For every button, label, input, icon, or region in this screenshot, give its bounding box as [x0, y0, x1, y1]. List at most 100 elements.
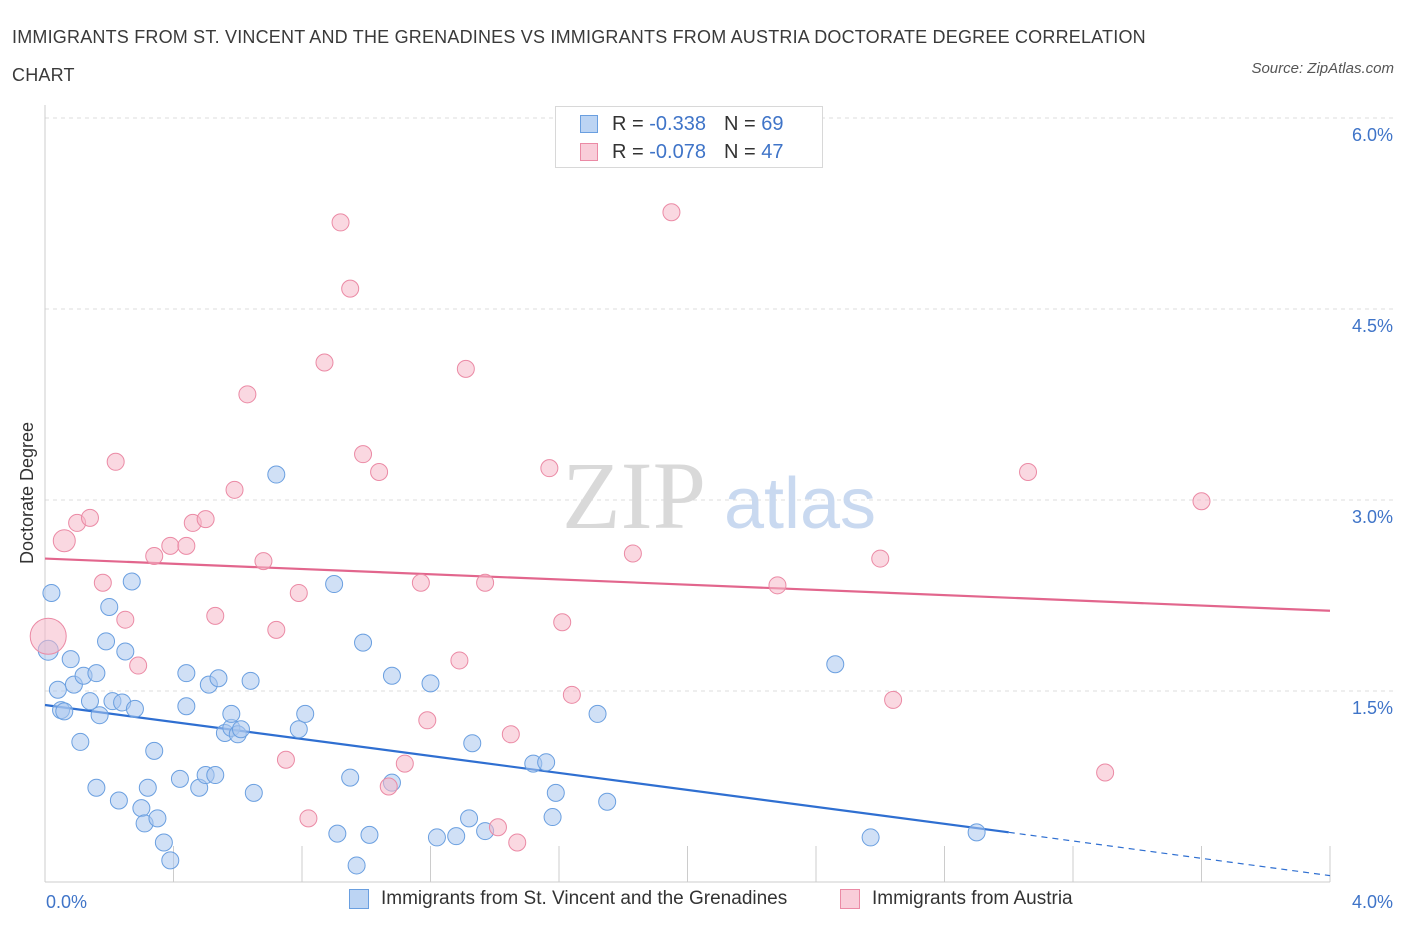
point-austria: [562, 685, 581, 704]
data-points: [29, 203, 1211, 875]
point-austria: [354, 445, 373, 464]
y-axis-label: Doctorate Degree: [17, 422, 37, 564]
point-st-vincent: [122, 572, 141, 591]
y-tick-label: 3.0%: [1352, 507, 1393, 527]
point-st-vincent: [289, 720, 308, 739]
point-st-vincent: [132, 799, 151, 818]
legend-r-label: R =: [612, 112, 644, 135]
point-austria: [80, 508, 99, 527]
legend-label: Immigrants from St. Vincent and the Gren…: [381, 888, 788, 909]
point-austria: [871, 549, 890, 568]
point-st-vincent: [48, 680, 67, 699]
point-st-vincent: [421, 674, 440, 693]
point-st-vincent: [90, 706, 109, 725]
legend-label: Immigrants from Austria: [872, 888, 1073, 909]
y-tick-label: 1.5%: [1352, 698, 1393, 718]
point-st-vincent: [427, 828, 446, 847]
point-austria: [450, 651, 469, 670]
point-st-vincent: [244, 783, 263, 802]
point-st-vincent: [71, 732, 90, 751]
point-austria: [662, 203, 681, 222]
point-st-vincent: [354, 633, 373, 652]
point-st-vincent: [116, 642, 135, 661]
point-austria: [177, 536, 196, 555]
point-austria: [299, 809, 318, 828]
point-st-vincent: [543, 808, 562, 827]
point-st-vincent: [826, 655, 845, 674]
legend-n-value: 69: [761, 112, 784, 135]
legend-row-blue: R = -0.338 N = 69: [580, 112, 783, 136]
source-label: Source: ZipAtlas.com: [1251, 60, 1394, 77]
point-austria: [395, 754, 414, 773]
point-austria: [289, 583, 308, 602]
point-austria: [623, 544, 642, 563]
point-st-vincent: [209, 669, 228, 688]
point-st-vincent: [97, 632, 116, 651]
point-austria: [476, 573, 495, 592]
watermark: ZIP atlas: [562, 442, 876, 549]
point-austria: [768, 576, 787, 595]
legend-r-value: -0.078: [649, 140, 706, 163]
y-tick-label: 4.5%: [1352, 316, 1393, 336]
point-austria: [1192, 492, 1211, 511]
point-st-vincent: [231, 720, 250, 739]
point-st-vincent: [447, 827, 466, 846]
point-st-vincent: [360, 825, 379, 844]
point-austria: [379, 777, 398, 796]
point-st-vincent: [61, 650, 80, 669]
legend-row-pink: R = -0.078 N = 47: [580, 140, 783, 164]
point-austria: [225, 480, 244, 499]
point-st-vincent: [206, 766, 225, 785]
point-st-vincent: [42, 583, 61, 602]
point-austria: [331, 213, 350, 232]
point-austria: [206, 606, 225, 625]
point-st-vincent: [861, 828, 880, 847]
point-austria: [884, 690, 903, 709]
point-st-vincent: [177, 697, 196, 716]
legend-r-label: R =: [612, 140, 644, 163]
point-austria: [418, 711, 437, 730]
point-austria: [1019, 462, 1038, 481]
legend-swatch-blue: [580, 115, 598, 133]
legend-r-value: -0.338: [649, 112, 706, 135]
stats-legend: R = -0.338 N = 69 R = -0.078 N = 47: [555, 106, 823, 168]
point-austria: [129, 656, 148, 675]
watermark-atlas: atlas: [724, 464, 876, 544]
point-austria: [116, 610, 135, 629]
point-st-vincent: [463, 734, 482, 753]
point-st-vincent: [154, 833, 173, 852]
point-st-vincent: [148, 809, 167, 828]
point-austria: [238, 385, 257, 404]
point-st-vincent: [967, 823, 986, 842]
point-st-vincent: [537, 753, 556, 772]
axes: [44, 105, 1331, 883]
watermark-zip: ZIP: [562, 442, 706, 549]
point-st-vincent: [87, 778, 106, 797]
point-austria: [254, 552, 273, 571]
point-st-vincent: [347, 856, 366, 875]
point-st-vincent: [222, 704, 241, 723]
point-austria: [488, 818, 507, 837]
point-austria: [508, 833, 527, 852]
point-austria: [196, 510, 215, 529]
point-st-vincent: [55, 702, 74, 721]
legend-swatch-pink: [580, 143, 598, 161]
point-st-vincent: [125, 699, 144, 718]
point-austria: [411, 573, 430, 592]
legend-swatch-pink: [840, 889, 860, 909]
point-st-vincent: [296, 704, 315, 723]
point-st-vincent: [80, 692, 99, 711]
legend-n-label: N =: [723, 112, 756, 135]
point-austria: [93, 573, 112, 592]
point-austria: [145, 547, 164, 566]
point-st-vincent: [341, 768, 360, 787]
point-st-vincent: [100, 597, 119, 616]
x-tick-label: 4.0%: [1352, 892, 1393, 912]
point-austria: [341, 279, 360, 298]
point-st-vincent: [328, 824, 347, 843]
point-st-vincent: [138, 778, 157, 797]
point-st-vincent: [109, 791, 128, 810]
chart-title: IMMIGRANTS FROM ST. VINCENT AND THE GREN…: [12, 27, 1146, 85]
y-tick-label: 6.0%: [1352, 125, 1393, 145]
